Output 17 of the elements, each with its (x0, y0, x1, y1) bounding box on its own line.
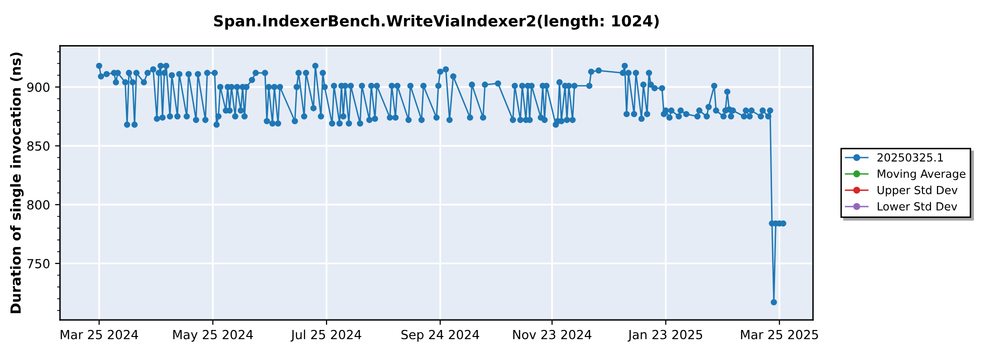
legend-label: Moving Average (878, 169, 966, 180)
legend-label: Upper Std Dev (878, 186, 958, 196)
y-tick-label: 750 (27, 258, 50, 268)
x-tick-label: May 25 2024 (173, 330, 253, 342)
x-tick-label: Mar 25 2024 (60, 330, 138, 340)
legend-label: 20250325.1 (878, 153, 943, 162)
x-tick-label: Sep 24 2024 (401, 330, 480, 342)
y-axis-title: Duration of single invocation (ns) (10, 52, 24, 314)
y-tick-label: 900 (27, 82, 50, 92)
x-tick-label: Mar 25 2025 (741, 330, 818, 340)
y-tick-label: 800 (27, 200, 50, 210)
chart-title: Span.IndexerBench.WriteViaIndexer2(length: 1024) (214, 14, 659, 30)
y-tick-label: 850 (27, 141, 50, 151)
x-tick-label: Jul 25 2024 (290, 330, 362, 342)
x-tick-label: Nov 23 2024 (513, 330, 592, 340)
legend-label: Lower Std Dev (878, 202, 958, 211)
x-tick-label: Jan 23 2025 (628, 330, 702, 342)
